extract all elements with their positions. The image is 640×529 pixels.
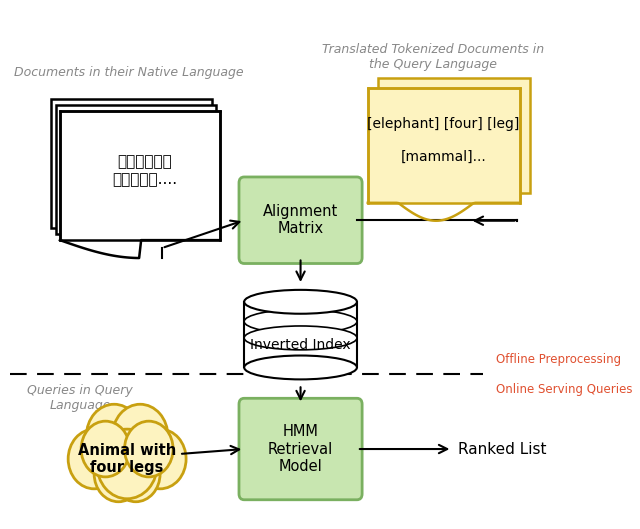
Text: Documents in their Native Language: Documents in their Native Language	[14, 66, 244, 79]
Text: Inverted Index: Inverted Index	[250, 338, 351, 352]
Ellipse shape	[244, 355, 357, 379]
Ellipse shape	[244, 326, 357, 350]
Bar	[244, 302, 357, 368]
Text: Queries in Query
Language: Queries in Query Language	[28, 385, 133, 413]
Circle shape	[94, 446, 143, 501]
Bar	[51, 99, 212, 228]
Bar	[56, 105, 216, 234]
Circle shape	[134, 429, 186, 489]
FancyBboxPatch shape	[239, 398, 362, 500]
Text: Animal with
four legs: Animal with four legs	[78, 443, 176, 475]
Text: 大象是四隻腳
的哺乳動物....: 大象是四隻腳 的哺乳動物....	[112, 154, 177, 187]
Text: Ranked List: Ranked List	[458, 442, 547, 457]
Text: Translated Tokenized Documents in
the Query Language: Translated Tokenized Documents in the Qu…	[322, 43, 545, 71]
Circle shape	[113, 404, 168, 468]
Bar	[60, 111, 220, 240]
Text: HMM
Retrieval
Model: HMM Retrieval Model	[268, 424, 333, 474]
Circle shape	[68, 429, 120, 489]
Circle shape	[86, 404, 142, 468]
Bar	[368, 88, 520, 203]
FancyBboxPatch shape	[239, 177, 362, 263]
Text: Offline Preprocessing: Offline Preprocessing	[495, 353, 621, 366]
Bar	[378, 78, 530, 193]
Text: [elephant] [four] [leg]

[mammal]...: [elephant] [four] [leg] [mammal]...	[367, 117, 520, 164]
Circle shape	[97, 429, 157, 499]
Circle shape	[125, 421, 173, 477]
Circle shape	[81, 421, 130, 477]
Circle shape	[111, 446, 160, 501]
Text: Alignment
Matrix: Alignment Matrix	[263, 204, 338, 236]
Ellipse shape	[244, 309, 357, 333]
Text: Online Serving Queries: Online Serving Queries	[495, 383, 632, 396]
Ellipse shape	[244, 290, 357, 314]
